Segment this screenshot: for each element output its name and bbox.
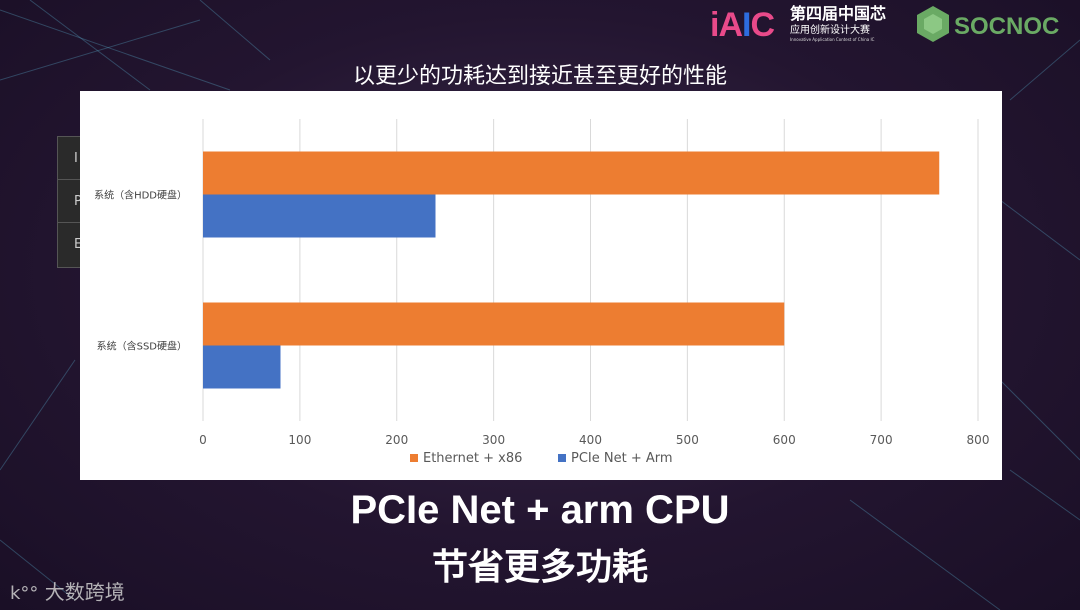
x-tick-label: 500 xyxy=(676,433,699,447)
hexagon-icon xyxy=(917,6,949,42)
category-label: 系统（含SSD硬盘） xyxy=(97,340,187,353)
iaic-logo: iAIC xyxy=(710,6,775,44)
legend-label: Ethernet + x86 xyxy=(423,451,522,466)
legend-swatch xyxy=(410,454,418,462)
top-caption: 以更少的功耗达到接近甚至更好的性能 xyxy=(352,64,727,89)
bar-pcie-arm xyxy=(203,194,436,238)
bar-ethernet-x86 xyxy=(203,302,785,346)
x-tick-label: 400 xyxy=(579,433,602,447)
iaic-english: Innovative Application Contest of China … xyxy=(790,37,875,42)
side-row: E xyxy=(74,237,83,252)
side-row: I xyxy=(58,137,88,180)
watermark: k°° 大数跨境 xyxy=(10,576,125,605)
x-tick-label: 300 xyxy=(482,433,505,447)
watermark-logo-icon: k°° xyxy=(10,583,39,604)
legend-label: PCIe Net + Arm xyxy=(571,451,673,466)
bar-pcie-arm xyxy=(203,345,281,389)
bar-ethernet-x86 xyxy=(203,151,940,195)
x-tick-label: 100 xyxy=(288,433,311,447)
legend-swatch xyxy=(558,454,566,462)
iaic-subtitle: 应用创新设计大赛 xyxy=(790,25,870,36)
x-tick-label: 700 xyxy=(870,433,893,447)
category-label: 系统（含HDD硬盘） xyxy=(94,189,187,202)
iaic-text: 第四届中国芯 应用创新设计大赛 Innovative Application C… xyxy=(790,5,886,43)
x-tick-label: 600 xyxy=(773,433,796,447)
x-tick-label: 200 xyxy=(385,433,408,447)
side-row: P xyxy=(58,180,88,223)
x-tick-label: 0 xyxy=(199,433,207,447)
bottom-title-line2: 节省更多功耗 xyxy=(431,547,648,588)
bar-chart: 0 100 200 300 400 500 600 700 800 系统（含HDD硬盘） 系统（含S… xyxy=(94,119,990,466)
watermark-text: 大数跨境 xyxy=(44,580,125,604)
bottom-title-line1: PCIe Net + arm CPU xyxy=(350,488,730,532)
socnoc-logo: SOCNOC xyxy=(914,4,1080,48)
iaic-title: 第四届中国芯 xyxy=(790,4,887,23)
header-logos: iAIC 第四届中国芯 应用创新设计大赛 Innovative Applicat… xyxy=(700,2,1080,48)
chart-panel: 0 100 200 300 400 500 600 700 800 系统（含HDD硬盘） 系统（含S… xyxy=(80,91,1002,480)
socnoc-text: SOCNOC xyxy=(954,13,1060,40)
x-tick-label: 800 xyxy=(967,433,990,447)
